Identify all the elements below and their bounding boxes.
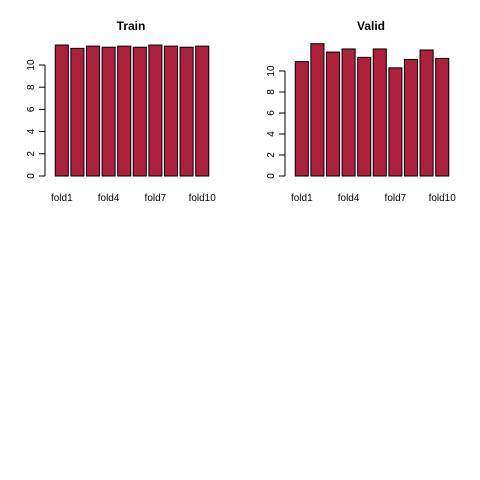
train-x-tick-label: fold10 xyxy=(189,193,217,204)
train-y-tick-label: 2 xyxy=(26,151,37,157)
valid-y-tick-label: 2 xyxy=(266,152,277,158)
train-panel: Train 0 2 4 6 8 10 fold1 fold4 fold7 fold10 xyxy=(26,19,216,204)
valid-bar-fold4 xyxy=(342,49,355,176)
valid-bar-fold5 xyxy=(358,57,371,176)
valid-bar-fold6 xyxy=(373,49,386,176)
train-y-tick-label: 8 xyxy=(26,84,37,90)
valid-y-tick-label: 6 xyxy=(266,110,277,116)
valid-bar-fold10 xyxy=(436,58,449,176)
train-bar-fold8 xyxy=(164,46,177,176)
train-title: Train xyxy=(117,19,146,33)
valid-y-tick-label: 8 xyxy=(266,89,277,95)
valid-bar-fold9 xyxy=(420,50,433,176)
train-bar-fold1 xyxy=(55,45,68,176)
valid-bar-fold3 xyxy=(326,52,339,176)
valid-x-tick-label: fold4 xyxy=(338,193,360,204)
train-y-tick-label: 0 xyxy=(26,173,37,179)
valid-x-tick-label: fold10 xyxy=(429,193,457,204)
train-bar-fold6 xyxy=(133,47,146,176)
valid-y-tick-label: 4 xyxy=(266,131,277,137)
train-x-tick-label: fold4 xyxy=(98,193,120,204)
valid-bar-fold1 xyxy=(295,62,308,176)
valid-x-tick-label: fold1 xyxy=(291,193,313,204)
valid-x-tick-label: fold7 xyxy=(385,193,407,204)
train-x-tick-label: fold7 xyxy=(145,193,167,204)
train-bar-fold3 xyxy=(86,46,99,176)
valid-bar-fold7 xyxy=(389,68,402,176)
train-bar-fold9 xyxy=(180,47,193,176)
train-bar-fold7 xyxy=(149,45,162,176)
train-y-tick-label: 6 xyxy=(26,106,37,112)
train-bar-fold2 xyxy=(71,48,84,176)
valid-panel: Valid 0 2 4 6 8 10 fold1 fold4 fold7 fold10 xyxy=(266,19,456,204)
train-y-tick-label: 10 xyxy=(26,59,37,71)
train-x-tick-label: fold1 xyxy=(51,193,73,204)
valid-y-tick-label: 0 xyxy=(266,173,277,179)
valid-bar-fold2 xyxy=(311,44,324,176)
valid-bar-fold8 xyxy=(404,59,417,176)
train-bar-fold4 xyxy=(102,47,115,176)
train-y-tick-label: 4 xyxy=(26,128,37,134)
train-bar-fold5 xyxy=(118,46,131,176)
valid-title: Valid xyxy=(357,19,385,33)
train-bar-fold10 xyxy=(196,46,209,176)
valid-y-tick-label: 10 xyxy=(266,65,277,77)
